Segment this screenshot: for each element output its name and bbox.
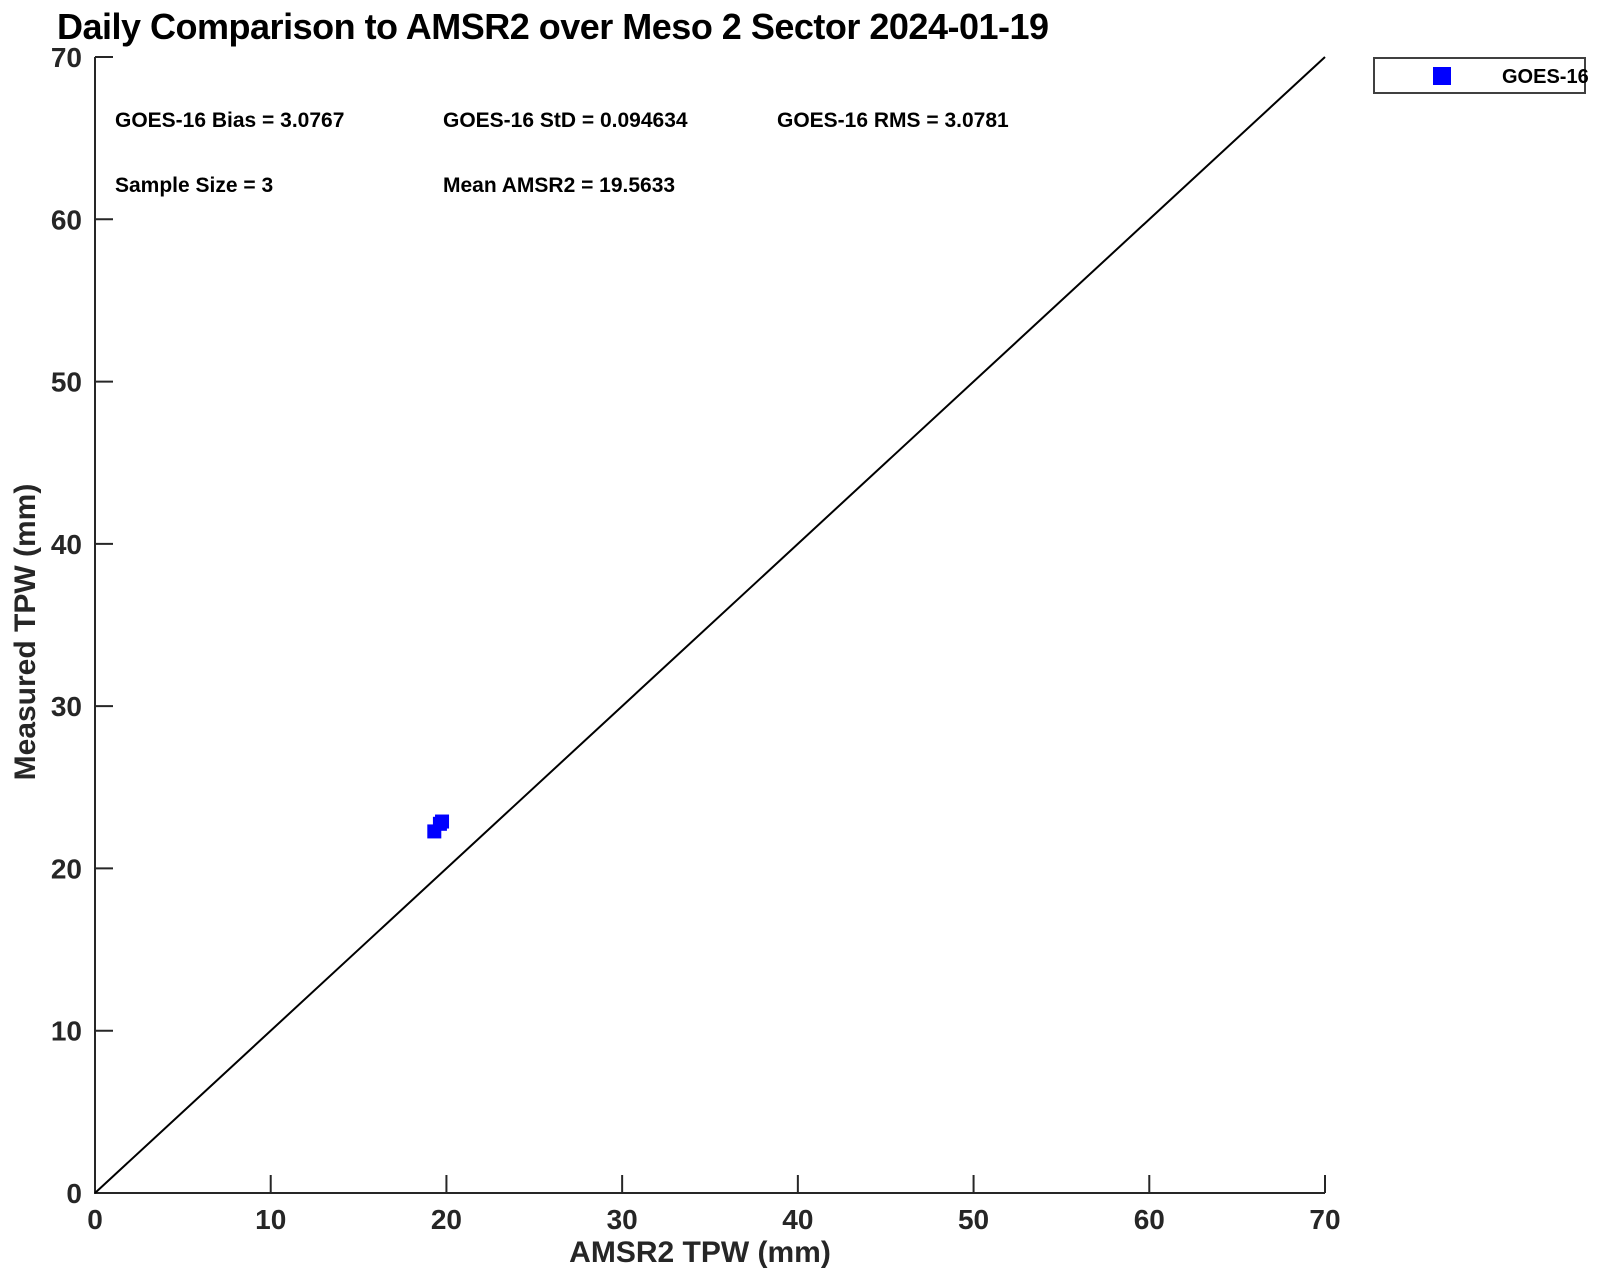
legend: GOES-16 — [1373, 57, 1589, 94]
y-tick-label: 50 — [51, 367, 82, 398]
legend-marker-square-icon — [1433, 67, 1451, 85]
x-tick-label: 10 — [255, 1204, 286, 1235]
identity-line — [94, 56, 1326, 1194]
y-tick-label: 0 — [66, 1178, 82, 1209]
x-tick-label: 0 — [87, 1204, 103, 1235]
x-axis-label: AMSR2 TPW (mm) — [569, 1236, 831, 1269]
y-tick-label: 60 — [51, 204, 82, 235]
x-tick-label: 30 — [607, 1204, 638, 1235]
stat-rms: GOES-16 RMS = 3.0781 — [777, 109, 1009, 132]
stat-std: GOES-16 StD = 0.094634 — [443, 109, 688, 132]
y-tick-label: 40 — [51, 529, 82, 560]
x-tick-label: 60 — [1134, 1204, 1165, 1235]
x-tick-label: 40 — [782, 1204, 813, 1235]
y-tick-label: 10 — [51, 1016, 82, 1047]
x-tick-label: 20 — [431, 1204, 462, 1235]
stat-mean-amsr2: Mean AMSR2 = 19.5633 — [443, 174, 676, 197]
y-tick-label: 20 — [51, 853, 82, 884]
y-axis-label: Measured TPW (mm) — [9, 483, 42, 781]
stat-sample-size: Sample Size = 3 — [115, 174, 274, 197]
x-tick-label: 50 — [958, 1204, 989, 1235]
y-tick-label: 30 — [51, 691, 82, 722]
stat-bias: GOES-16 Bias = 3.0767 — [115, 109, 345, 132]
y-tick-label: 70 — [51, 42, 82, 73]
x-tick-label: 70 — [1309, 1204, 1340, 1235]
chart-title: Daily Comparison to AMSR2 over Meso 2 Se… — [57, 6, 1049, 47]
data-point-goes-16 — [435, 814, 450, 829]
legend-label: GOES-16 — [1502, 66, 1589, 88]
